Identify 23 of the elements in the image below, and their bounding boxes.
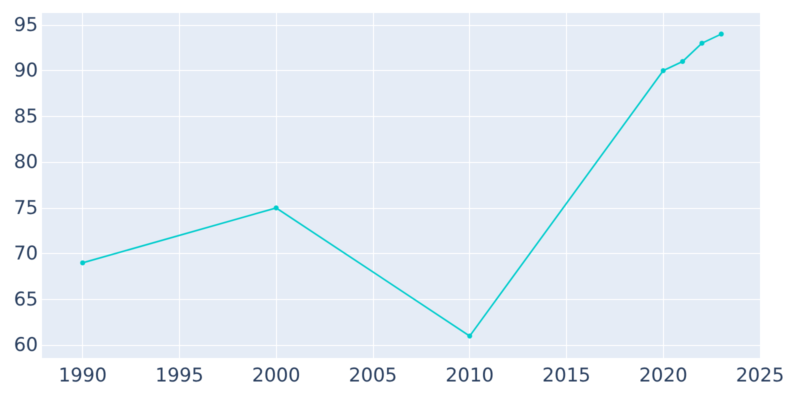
y-tick-label: 60 [14,334,38,356]
y-tick-label: 90 [14,60,38,82]
y-tick-label: 75 [14,196,38,219]
point [467,334,472,339]
point [80,260,86,266]
point [660,68,666,74]
y-tick-label: 95 [14,14,38,36]
y-tick-label: 80 [14,151,38,174]
x-tick-label: 2025 [736,364,784,386]
point [699,40,704,46]
x-tick-label: 2005 [348,364,398,386]
x-tick-label: 2010 [446,364,494,386]
x-tick-label: 1990 [58,364,107,386]
x-tick-label: 2015 [542,364,591,386]
x-tick-label: 2020 [639,364,688,386]
point [274,205,279,210]
x-tick-label: 2000 [252,364,300,386]
point [718,32,724,37]
y-tick-label: 85 [14,105,38,128]
x-tick-label: 1995 [155,364,204,386]
y-tick-label: 65 [14,288,38,310]
point [680,59,686,64]
y-tick-label: 70 [14,242,38,265]
